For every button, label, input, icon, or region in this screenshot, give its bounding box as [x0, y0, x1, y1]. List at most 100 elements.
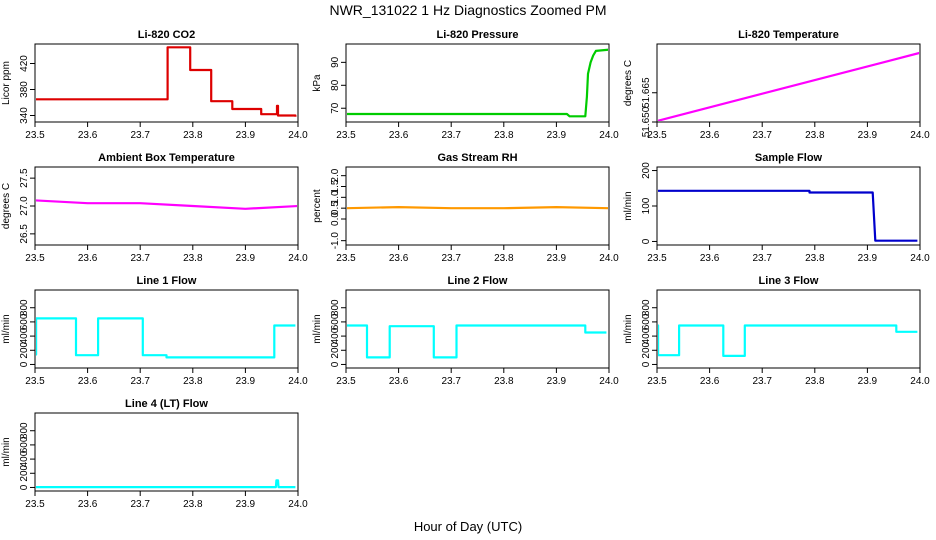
series-line	[36, 479, 296, 489]
x-tick-label: 23.9	[547, 253, 567, 264]
series-line	[658, 51, 919, 121]
x-tick-label: 23.6	[389, 130, 409, 141]
y-tick-label: 800	[330, 299, 341, 316]
x-tick-label: 23.8	[494, 130, 514, 141]
chart-panel-9: Line 3 Flow ml/min 23.5 23.6 23.7 23.8 23.9 24.…	[623, 275, 930, 387]
x-tick-label: 23.5	[647, 253, 667, 264]
chart-panel-7: Line 1 Flow ml/min 23.5 23.6 23.7 23.8 23.9 24.…	[1, 275, 308, 387]
y-axis-label: ml/min	[623, 314, 634, 343]
y-tick-label: 800	[641, 299, 652, 316]
x-tick-label: 23.9	[547, 130, 567, 141]
y-axis-label: Licor ppm	[1, 61, 12, 105]
series-line	[36, 46, 297, 117]
y-tick-label: 200	[641, 341, 652, 358]
y-axis-label: ml/min	[312, 314, 323, 343]
x-tick-label: 23.8	[183, 130, 203, 141]
y-tick-label: 600	[330, 313, 341, 330]
y-tick-label: 1.5	[330, 179, 341, 193]
x-tick-label: 23.8	[494, 376, 514, 387]
plot-frame	[345, 43, 610, 123]
data-layer	[347, 206, 608, 210]
x-tick-label: 23.6	[78, 499, 98, 510]
x-tick-label: 23.6	[78, 376, 98, 387]
y-tick-label: 0	[330, 361, 341, 367]
x-tick-label: 23.8	[805, 376, 825, 387]
data-layer	[36, 199, 297, 210]
x-tick-label: 23.8	[494, 253, 514, 264]
chart-title: Gas Stream RH	[437, 152, 517, 164]
x-tick-label: 23.9	[236, 130, 256, 141]
y-axis-label: ml/min	[1, 437, 12, 466]
data-layer	[347, 48, 608, 118]
y-tick-label: 200	[641, 162, 652, 179]
y-tick-label: 2.0	[330, 168, 341, 182]
x-tick-label: 23.7	[752, 253, 772, 264]
x-tick-label: 23.7	[441, 253, 461, 264]
y-axis-label: kPa	[312, 74, 323, 92]
y-axis-label: degrees C	[1, 183, 12, 229]
chart-title: Line 1 Flow	[137, 275, 197, 287]
y-tick-label: 400	[19, 450, 30, 467]
chart-panel-1: Li-820 CO2 Licor ppm 23.5 23.6 23.7 23.8 23.9 2…	[1, 29, 308, 141]
y-tick-label: 380	[19, 81, 30, 98]
x-tick-label: 23.7	[752, 130, 772, 141]
x-tick-label: 23.6	[389, 253, 409, 264]
chart-title: Ambient Box Temperature	[98, 152, 235, 164]
plot-frame	[656, 43, 921, 123]
chart-panel-3: Li-820 Temperature degrees C 23.5 23.6 23.7 2…	[623, 29, 930, 141]
x-tick-label: 23.7	[130, 253, 150, 264]
y-tick-label: 400	[19, 327, 30, 344]
series-line	[36, 199, 297, 210]
x-tick-label: 23.9	[236, 376, 256, 387]
data-layer	[36, 479, 296, 489]
x-tick-label: 23.6	[389, 376, 409, 387]
x-tick-label: 23.9	[236, 253, 256, 264]
x-tick-label: 23.6	[700, 130, 720, 141]
series-line	[658, 189, 918, 242]
x-tick-label: 24.0	[910, 376, 930, 387]
y-tick-label: 0	[641, 361, 652, 367]
y-tick-label: 100	[641, 197, 652, 214]
y-tick-label: 27.0	[19, 196, 30, 216]
chart-panel-10: Line 4 (LT) Flow ml/min 23.5 23.6 23.7 23.8 23…	[1, 398, 308, 510]
x-tick-label: 23.7	[130, 130, 150, 141]
y-axis-label: degrees C	[623, 60, 634, 106]
data-layer	[36, 317, 296, 359]
x-tick-label: 24.0	[288, 253, 308, 264]
x-tick-label: 24.0	[288, 130, 308, 141]
plot-frame	[656, 166, 921, 246]
chart-panel-2: Li-820 Pressure kPa 23.5 23.6 23.7 23.8 23.9 24…	[312, 29, 619, 141]
y-tick-label: 26.5	[19, 224, 30, 244]
data-layer	[347, 324, 607, 359]
x-tick-label: 23.9	[547, 376, 567, 387]
x-tick-label: 23.7	[752, 376, 772, 387]
series-line	[658, 324, 918, 357]
x-tick-label: 23.8	[183, 253, 203, 264]
series-line	[347, 324, 607, 359]
y-tick-label: 0	[19, 361, 30, 367]
x-tick-label: 23.8	[805, 130, 825, 141]
plot-frame	[656, 289, 921, 369]
x-tick-label: 23.7	[441, 376, 461, 387]
series-line	[36, 317, 296, 359]
x-tick-label: 23.9	[858, 130, 878, 141]
x-tick-label: 23.9	[858, 253, 878, 264]
y-axis-label: ml/min	[623, 191, 634, 220]
chart-title: Li-820 Temperature	[738, 29, 839, 41]
y-axis-label: percent	[312, 189, 323, 223]
x-tick-label: 23.5	[336, 376, 356, 387]
y-tick-label: 1.0	[330, 190, 341, 204]
x-tick-label: 24.0	[910, 130, 930, 141]
y-tick-label: 420	[19, 55, 30, 72]
x-tick-label: 23.7	[441, 130, 461, 141]
y-tick-label: 200	[330, 341, 341, 358]
y-tick-label: 0	[19, 484, 30, 490]
x-tick-label: 24.0	[288, 376, 308, 387]
x-tick-label: 24.0	[910, 253, 930, 264]
x-tick-label: 23.7	[130, 499, 150, 510]
chart-title: Li-820 Pressure	[437, 29, 519, 41]
data-layer	[658, 51, 919, 121]
y-tick-label: 400	[641, 327, 652, 344]
chart-title: Li-820 CO2	[138, 29, 195, 41]
